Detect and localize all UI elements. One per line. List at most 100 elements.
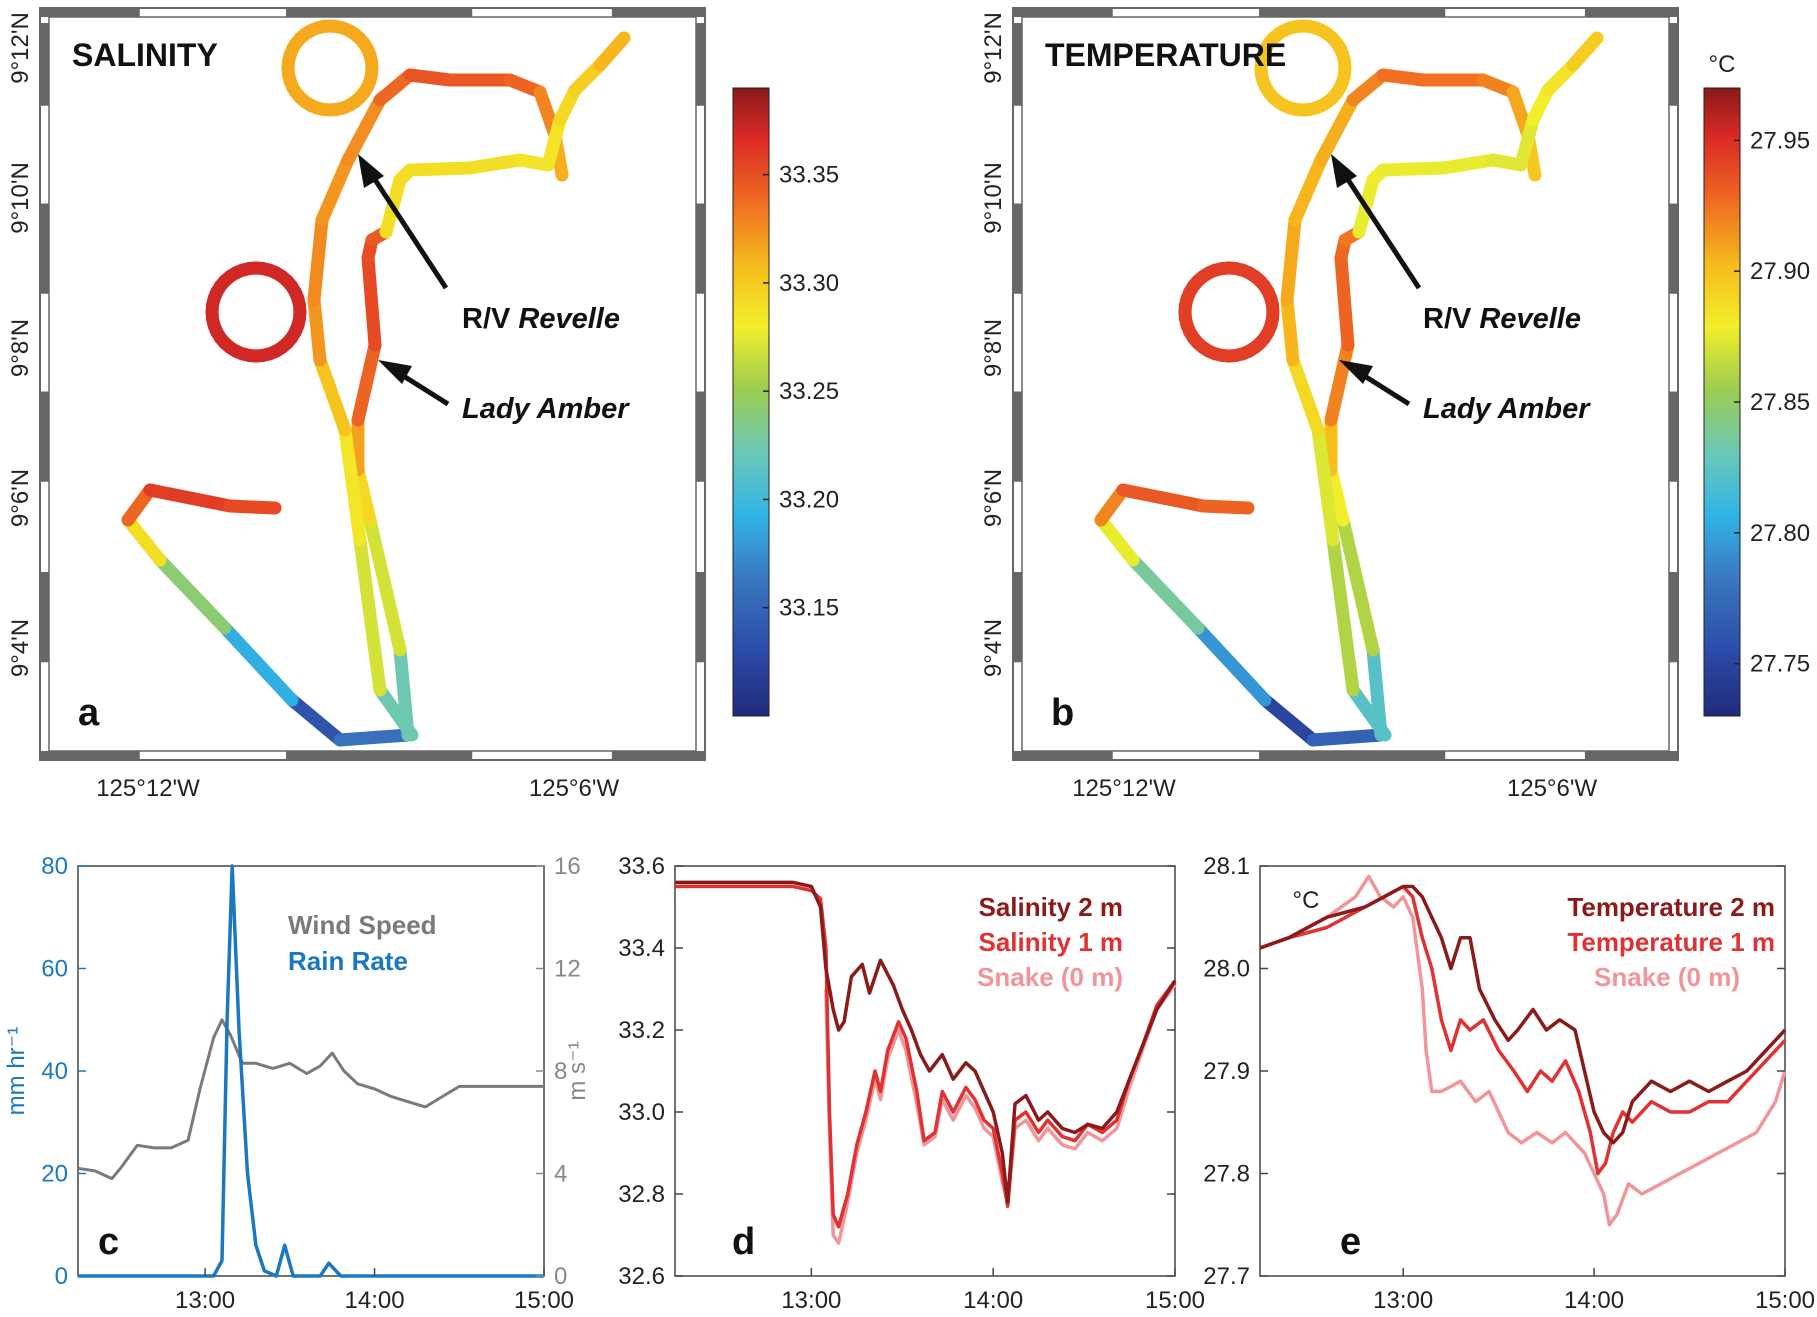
track-segment xyxy=(373,68,417,107)
revelle-label-b: R/V Revelle xyxy=(1423,303,1581,335)
y-right-tick-label: 0 xyxy=(554,1263,567,1290)
legend-wind-speed: Wind Speed xyxy=(288,910,437,940)
frame-segment-bottom xyxy=(1584,751,1678,760)
plot-c-panel-letter: c xyxy=(98,1221,119,1263)
plot-d-series xyxy=(675,880,1177,1245)
y-tick-9-4-b: 9°4'N xyxy=(980,619,1007,677)
legend-salinity-2m: Salinity 2 m xyxy=(979,892,1124,922)
track-segment xyxy=(1191,621,1272,707)
track-segment xyxy=(292,298,307,319)
y-tick-label: 28.0 xyxy=(1203,956,1250,983)
track-segment xyxy=(313,353,352,437)
track-segment xyxy=(121,513,167,567)
frame-segment-top xyxy=(611,8,705,17)
track-segment xyxy=(1265,298,1280,319)
frame-segment-right xyxy=(696,391,705,482)
panel-b: TEMPERATURE b R/V Revelle Lady Amber 9°1… xyxy=(980,7,1810,802)
frame-segment-bottom xyxy=(611,751,705,760)
track-segment xyxy=(1326,533,1360,697)
frame-segment-left xyxy=(40,203,49,294)
plot-c-left-label: mm hr⁻¹ xyxy=(3,1027,30,1116)
colorbar-tick-label: 27.90 xyxy=(1750,258,1810,285)
track-segment xyxy=(1324,338,1355,427)
track-segment xyxy=(351,463,377,527)
lady-amber-arrow-a xyxy=(378,360,450,407)
frame-segment-left xyxy=(40,391,49,482)
track-segment xyxy=(364,54,379,75)
track-segment xyxy=(1336,513,1380,657)
plot-e-panel-letter: e xyxy=(1340,1221,1361,1263)
frame-segment-top xyxy=(1013,8,1113,17)
y-tick-9-12-b: 9°12'N xyxy=(980,12,1007,84)
revelle-arrow-b xyxy=(1331,154,1422,290)
track-segment xyxy=(353,533,387,697)
map-a-frame xyxy=(39,7,706,761)
map-b-panel-letter: b xyxy=(1051,692,1074,734)
track-segment xyxy=(1306,728,1388,747)
track-segment xyxy=(1116,483,1210,513)
track-segment xyxy=(218,621,299,707)
y-right-tick-label: 4 xyxy=(554,1161,567,1188)
rain-rate-line xyxy=(78,864,544,1278)
track-segment xyxy=(403,68,457,87)
plot-e-axes: 13:00 14:00 15:00 27.7 27.8 27.9 28.0 28.1 xyxy=(1203,853,1815,1314)
track-segment xyxy=(373,683,419,742)
legend-salinity-1m: Salinity 1 m xyxy=(979,927,1124,957)
panel-d: 13:00 14:00 15:0032.632.833.033.233.433.6 … xyxy=(618,853,1205,1314)
y-tick-9-6-b: 9°6'N xyxy=(980,469,1007,527)
colorbar-tick-label: 33.25 xyxy=(779,378,839,405)
track-segment xyxy=(333,728,415,747)
series-line-0 xyxy=(1259,884,1787,1145)
legend-rain-rate: Rain Rate xyxy=(288,946,408,976)
track-segment xyxy=(1126,553,1205,635)
frame-segment-top xyxy=(1584,8,1678,17)
y-left-tick-label: 60 xyxy=(41,956,68,983)
legend-snake-d: Snake (0 m) xyxy=(977,962,1123,992)
track-segment xyxy=(593,31,631,72)
x-tick-label: 13:00 xyxy=(781,1287,841,1314)
map-b-frame xyxy=(1012,7,1679,761)
series-line-2 xyxy=(824,983,1177,1245)
track-segment xyxy=(1280,213,1302,307)
x-tick-label: 15:00 xyxy=(1145,1287,1205,1314)
map-b-title: TEMPERATURE xyxy=(1045,37,1286,73)
track-segment xyxy=(1094,513,1140,567)
y-tick-9-8-b: 9°8'N xyxy=(980,319,1007,377)
revelle-label-a: R/V Revelle xyxy=(462,303,620,335)
plot-d-panel-letter: d xyxy=(732,1221,755,1263)
y-tick-label: 27.9 xyxy=(1203,1058,1250,1085)
y-right-tick-label: 8 xyxy=(554,1058,567,1085)
x-tick-label: 15:00 xyxy=(1755,1287,1815,1314)
legend-temperature-1m: Temperature 1 m xyxy=(1567,927,1775,957)
track-segment xyxy=(223,499,282,515)
frame-segment-right xyxy=(696,203,705,294)
lady-amber-label-a: Lady Amber xyxy=(462,393,630,425)
map-a-title: SALINITY xyxy=(72,37,218,73)
plot-e-ylabel: °C xyxy=(1293,887,1320,914)
frame-segment-left xyxy=(1013,23,1022,106)
map-b-tracks xyxy=(1094,19,1604,747)
frame-segment-left xyxy=(1013,572,1022,663)
colorbar-tick-label: 33.35 xyxy=(779,162,839,189)
track-segment xyxy=(285,693,347,747)
track-segment xyxy=(1311,423,1340,547)
x-tick-125-6-b: 125°6'W xyxy=(1507,775,1598,802)
x-tick-125-6-a: 125°6'W xyxy=(529,775,620,802)
y-tick-9-6-a: 9°6'N xyxy=(7,469,34,527)
plot-e-series xyxy=(1259,874,1787,1227)
colorbar-a-ticks: 33.15 33.20 33.25 33.30 33.35 xyxy=(763,162,839,622)
panel-e: 13:00 14:00 15:00 27.7 27.8 27.9 28.0 28.1 °C T… xyxy=(1203,853,1815,1314)
x-tick-label: 14:00 xyxy=(963,1287,1023,1314)
track-segment xyxy=(541,113,567,172)
series-line-0 xyxy=(675,880,1177,1204)
series-line-1 xyxy=(1259,884,1787,1176)
track-segment xyxy=(1196,499,1255,515)
track-segment xyxy=(1288,153,1328,227)
track-segment xyxy=(1376,68,1430,87)
frame-segment-left xyxy=(1013,391,1022,482)
x-tick-label: 13:00 xyxy=(175,1287,235,1314)
map-b-ylabels: 9°12'N 9°10'N 9°8'N 9°6'N 9°4'N xyxy=(980,12,1007,677)
y-tick-label: 32.8 xyxy=(618,1181,665,1208)
track-segment xyxy=(1286,353,1325,437)
